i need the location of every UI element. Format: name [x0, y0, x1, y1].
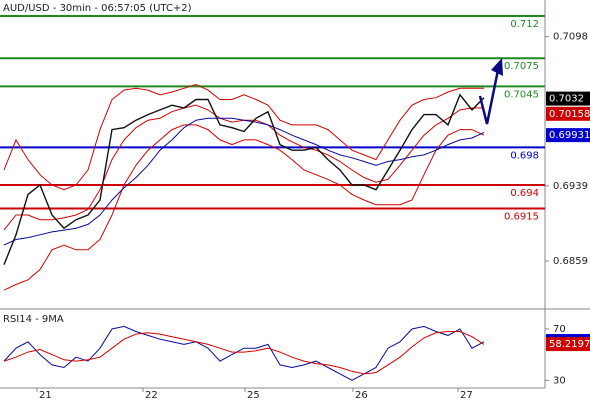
x-tick-label: 27: [460, 390, 473, 400]
series-line: [3, 124, 485, 291]
y-tick-label: 70: [553, 324, 566, 335]
y-tick-label: 0.6939: [553, 181, 588, 192]
price-marker-label: 58.2197: [549, 339, 590, 350]
pane-title: RSI14 - 9MA: [3, 314, 64, 325]
pane-title: AUD/USD - 30min - 06:57:05 (UTC+2): [3, 3, 192, 14]
series-line: [3, 331, 485, 375]
level-label: 0.7075: [504, 61, 539, 72]
price-marker-label: 0.69931: [549, 130, 590, 141]
price-marker: [546, 106, 590, 121]
level-label: 0.698: [510, 150, 539, 161]
price-marker: [546, 91, 590, 106]
y-tick-label: 0.6859: [553, 256, 588, 267]
level-label: 0.712: [510, 19, 539, 30]
price-marker: [546, 128, 590, 143]
projection-arrow: [478, 69, 500, 125]
x-tick-label: 25: [247, 390, 260, 400]
price-marker-label: 0.7032: [549, 94, 584, 105]
y-tick-label: 30: [553, 375, 566, 386]
price-marker: [546, 337, 590, 352]
projection-arrow-head: [491, 58, 503, 76]
y-tick-label: 0.7098: [553, 32, 588, 43]
series-line: [3, 93, 485, 266]
price-marker-label: 0.70158: [549, 109, 590, 120]
x-tick-label: 22: [145, 390, 158, 400]
level-label: 0.694: [510, 188, 539, 199]
x-tick-label: 26: [355, 390, 368, 400]
x-tick-label: 21: [39, 390, 52, 400]
level-label: 0.6915: [504, 211, 539, 222]
level-label: 0.7045: [504, 89, 539, 100]
series-line: [3, 117, 485, 246]
series-line: [3, 83, 484, 191]
